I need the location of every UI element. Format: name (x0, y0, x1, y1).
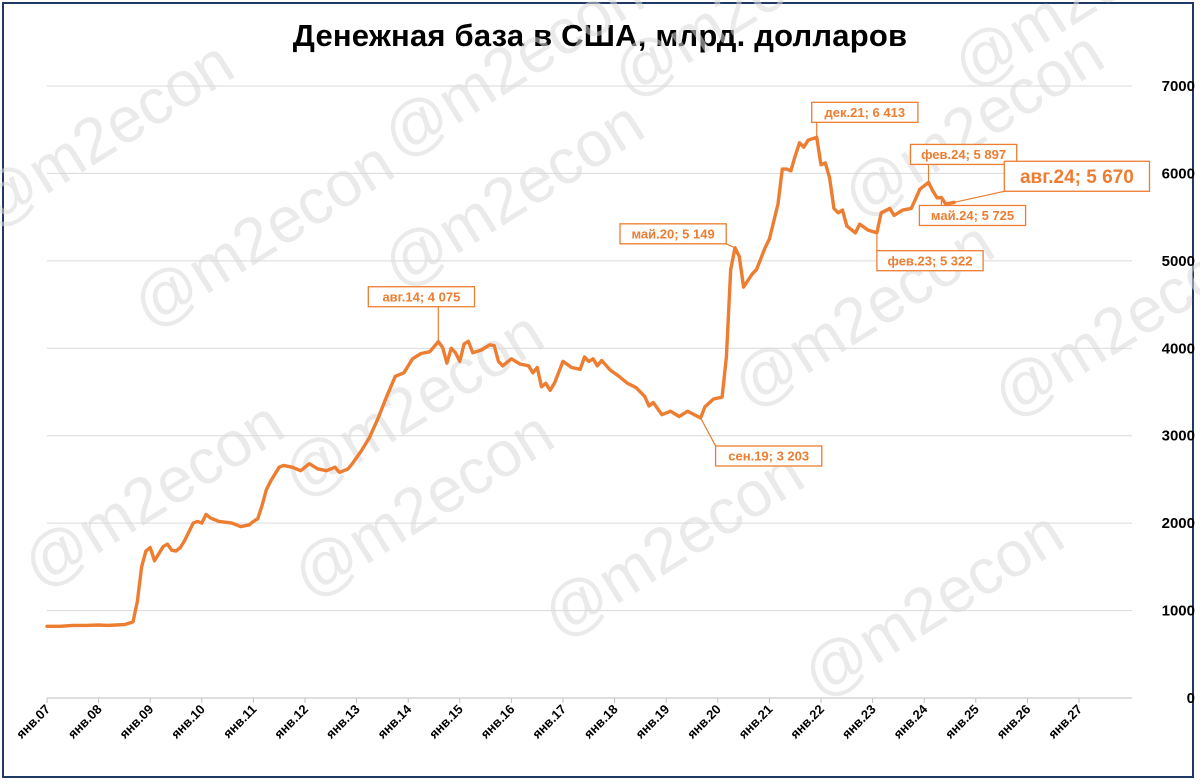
callout: май.24; 5 725 (918, 197, 1027, 227)
x-tick-label: янв.26 (994, 702, 1034, 742)
y-tick-label: 3000 (1162, 428, 1195, 445)
watermark-text: @m2econ (719, 206, 1005, 422)
y-tick-label: 6000 (1162, 165, 1195, 182)
watermark-text: @m2econ (0, 26, 246, 242)
x-tick-label: янв.24 (890, 701, 930, 741)
callout: дек.21; 6 413 (811, 101, 919, 138)
y-tick-label: 5000 (1162, 253, 1195, 270)
callout-box (909, 143, 1018, 166)
x-tick-label: янв.13 (323, 702, 363, 742)
x-tick-label: янв.22 (787, 702, 827, 742)
chart-title: Денежная база в США, млрд. долларов (292, 18, 908, 53)
callout-label: авг.14; 4 075 (382, 289, 460, 304)
callout-label: сен.19; 3 203 (728, 449, 809, 464)
callout-leader (725, 243, 736, 249)
x-tick-label: янв.08 (65, 702, 105, 742)
callout-label: фев.23; 5 322 (888, 253, 973, 268)
x-tick-label: янв.15 (426, 702, 466, 742)
callout: фев.23; 5 322 (876, 232, 984, 272)
x-tick-label: янв.14 (374, 701, 414, 741)
x-tick-label: янв.19 (632, 702, 672, 742)
watermark-text: @m2econ (9, 386, 295, 602)
y-tick-label: 2000 (1162, 515, 1195, 532)
x-tick-label: янв.12 (271, 702, 311, 742)
x-tick-label: янв.09 (116, 702, 156, 742)
callout: авг.24; 5 670 (954, 160, 1151, 203)
x-tick-label: янв.16 (478, 702, 518, 742)
x-tick-label: янв.07 (13, 702, 53, 742)
callout-box (918, 204, 1027, 227)
watermark-text: @m2econ (979, 216, 1200, 432)
callout: сен.19; 3 203 (700, 417, 823, 467)
callouts-layer: авг.14; 4 075 сен.19; 3 203 май.20; 5 149 д… (367, 101, 1151, 467)
callout-box (619, 223, 727, 245)
y-tick-label: 4000 (1162, 340, 1195, 357)
watermark-text: @m2econ (119, 126, 405, 342)
callout-label: дек.21; 6 413 (825, 105, 906, 120)
callout: май.20; 5 149 (619, 223, 736, 249)
callout-label: май.20; 5 149 (631, 227, 714, 242)
y-tick-label: 0 (1187, 690, 1195, 707)
callout-box (714, 445, 823, 467)
callout: авг.14; 4 075 (367, 286, 476, 342)
x-tick-label: янв.10 (168, 702, 208, 742)
x-tick-label: янв.20 (684, 702, 724, 742)
callout: фев.24; 5 897 (909, 143, 1018, 183)
x-tick-label: янв.21 (736, 702, 776, 742)
callout-leader (954, 190, 1005, 203)
callout-box (1003, 160, 1151, 192)
watermark-text: @m2econ (529, 436, 815, 652)
callout-box (367, 286, 476, 308)
series-line (45, 135, 956, 628)
callout-leader (700, 417, 717, 447)
series-layer (45, 135, 956, 628)
x-tick-label: янв.17 (529, 702, 569, 742)
y-tick-label: 7000 (1162, 78, 1195, 95)
x-tick-label: янв.11 (220, 702, 259, 741)
y-tick-label: 1000 (1162, 603, 1195, 620)
callout-label: фев.24; 5 897 (921, 147, 1006, 162)
callout-label: май.24; 5 725 (931, 208, 1014, 223)
y-axis-ticks: 0 1000 2000 3000 4000 5000 6000 7000 (1162, 78, 1195, 707)
watermark-layer: @m2econ@m2econ@m2econ@m2econ@m2econ@m2ec… (0, 0, 1200, 712)
x-tick-label: янв.27 (1045, 702, 1085, 742)
x-tick-label: янв.18 (581, 702, 621, 742)
x-tick-label: янв.23 (839, 702, 879, 742)
callout-box (811, 101, 919, 123)
x-axis: янв.07 янв.08 янв.09 янв.10 янв.11 янв.12 янв.… (13, 698, 1085, 741)
x-tick-label: янв.25 (942, 702, 982, 742)
callout-label: авг.24; 5 670 (1020, 167, 1134, 188)
watermark-text: @m2econ (789, 496, 1075, 712)
callout-box (876, 250, 984, 272)
